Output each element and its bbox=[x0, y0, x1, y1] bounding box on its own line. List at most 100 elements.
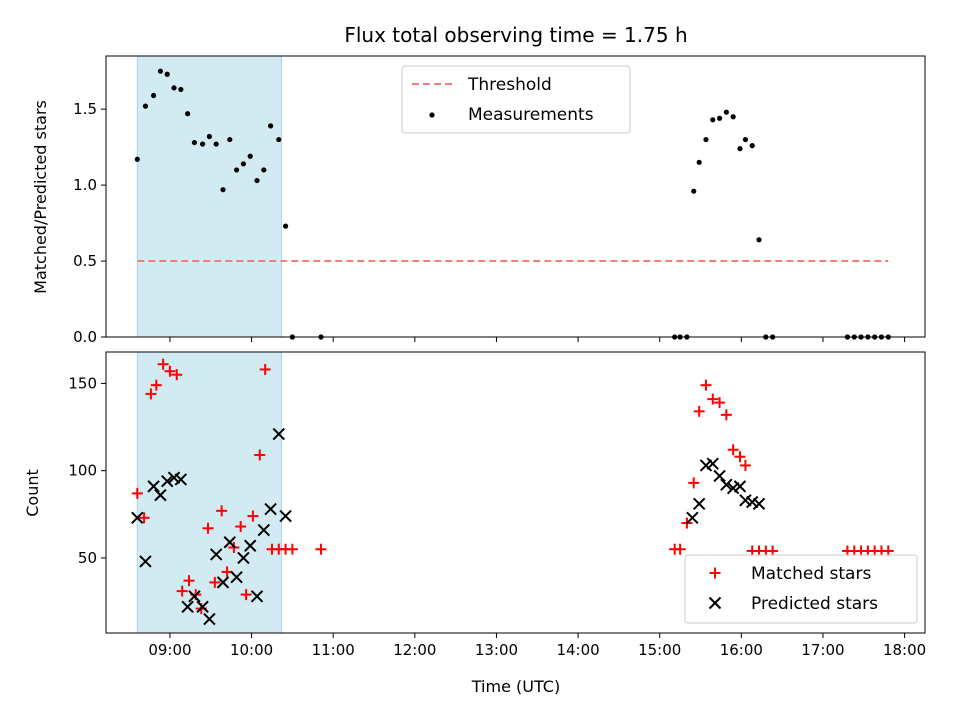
measurement-point bbox=[220, 187, 226, 193]
measurement-point bbox=[716, 115, 723, 121]
matched-star-point bbox=[150, 379, 162, 391]
bottom-y-tick-label: 150 bbox=[68, 374, 97, 392]
predicted-star-point bbox=[752, 497, 766, 511]
matched-star-point bbox=[734, 451, 746, 463]
predicted-star-point bbox=[250, 590, 264, 603]
matched-star-point bbox=[202, 522, 214, 534]
measurement-point bbox=[254, 177, 260, 184]
predicted-star-point bbox=[692, 497, 706, 511]
x-tick-label: 14:00 bbox=[556, 641, 599, 659]
matched-star-point bbox=[157, 358, 169, 370]
measurement-point bbox=[723, 109, 729, 115]
measurement-point bbox=[191, 139, 198, 146]
measurement-point bbox=[268, 123, 274, 129]
top-y-tick-label: 0.0 bbox=[73, 328, 97, 346]
measurement-point bbox=[142, 103, 149, 109]
predicted-star-point bbox=[223, 536, 237, 549]
top-y-tick-label: 1.0 bbox=[73, 176, 97, 194]
x-tick-label: 09:00 bbox=[148, 641, 191, 659]
matched-star-point bbox=[254, 449, 266, 461]
highlight-span bbox=[136, 55, 282, 338]
matched-star-point bbox=[727, 444, 739, 456]
measurement-point bbox=[737, 146, 743, 152]
matched-star-point bbox=[145, 388, 157, 400]
matched-star-point bbox=[176, 585, 188, 597]
chart-title: Flux total observing time = 1.75 h bbox=[344, 23, 687, 47]
predicted-star-point bbox=[230, 570, 243, 584]
predicted-star-point bbox=[733, 480, 747, 493]
measurement-point bbox=[213, 141, 219, 147]
measurement-point bbox=[134, 156, 140, 162]
matched-star-point bbox=[131, 487, 143, 499]
predicted-star-point bbox=[188, 590, 201, 603]
measurement-point bbox=[703, 136, 709, 143]
x-tick-label: 13:00 bbox=[475, 641, 518, 659]
bottom-y-axis-label: Count bbox=[23, 469, 42, 517]
top-legend: Threshold Measurements bbox=[401, 65, 631, 134]
predicted-star-point bbox=[216, 576, 230, 589]
predicted-star-point bbox=[257, 523, 271, 537]
predicted-star-point bbox=[272, 427, 285, 441]
predicted-star-point bbox=[237, 551, 250, 565]
legend-predicted-marker bbox=[708, 596, 722, 610]
predicted-star-point bbox=[196, 600, 209, 614]
measurement-point bbox=[276, 136, 282, 143]
predicted-star-point bbox=[264, 502, 277, 516]
x-tick-label: 17:00 bbox=[801, 641, 844, 659]
top-y-tick-label: 0.5 bbox=[73, 252, 97, 270]
measurement-point bbox=[756, 237, 762, 243]
matched-star-point bbox=[240, 589, 252, 601]
top-axes: 0.0 0.5 1.0 1.5 Matched/Predicted stars Thr… bbox=[31, 55, 926, 346]
matched-star-point bbox=[720, 409, 732, 421]
measurement-point bbox=[151, 92, 157, 99]
matched-star-point bbox=[216, 505, 228, 517]
legend-measurements-swatch bbox=[429, 112, 435, 118]
measurement-point bbox=[185, 111, 191, 117]
x-axis-label: Time (UTC) bbox=[471, 677, 560, 696]
predicted-star-point bbox=[713, 469, 726, 483]
predicted-star-point bbox=[209, 548, 223, 561]
measurement-point bbox=[749, 143, 755, 149]
x-tick-label: 11:00 bbox=[312, 641, 355, 659]
x-tick-label: 16:00 bbox=[720, 641, 763, 659]
measurement-point bbox=[234, 167, 240, 173]
measurement-point bbox=[730, 114, 736, 120]
matched-star-point bbox=[693, 405, 705, 417]
bottom-legend: Matched stars Predicted stars bbox=[684, 554, 918, 624]
measurement-point bbox=[696, 159, 702, 165]
matched-star-point bbox=[221, 566, 233, 578]
measurement-point bbox=[282, 223, 289, 229]
predicted-star-point bbox=[244, 539, 257, 552]
legend-matched-label: Matched stars bbox=[751, 564, 871, 584]
measurement-point bbox=[164, 71, 170, 77]
predicted-star-point bbox=[181, 600, 194, 614]
legend-measurements-label: Measurements bbox=[468, 105, 594, 125]
bottom-axes: 09:00 10:00 11:00 12:00 13:00 14:00 15:00 16:00… bbox=[23, 351, 926, 696]
predicted-star-point bbox=[131, 511, 144, 525]
legend-matched-swatch bbox=[709, 567, 721, 579]
measurement-point bbox=[171, 85, 177, 91]
x-tick-label: 10:00 bbox=[230, 641, 273, 659]
measurement-point bbox=[240, 161, 247, 167]
predicted-star-point bbox=[706, 457, 719, 470]
measurement-point bbox=[178, 86, 184, 93]
predicted-star-point bbox=[686, 511, 699, 525]
matched-star-point bbox=[164, 365, 176, 377]
bottom-y-tick-label: 100 bbox=[68, 462, 97, 480]
top-y-axis-label: Matched/Predicted stars bbox=[31, 100, 50, 294]
bottom-y-tick-label: 50 bbox=[78, 549, 97, 567]
measurement-point bbox=[199, 141, 206, 147]
x-tick-label: 12:00 bbox=[393, 641, 436, 659]
matched-star-point bbox=[138, 512, 150, 524]
measurement-point bbox=[742, 136, 749, 143]
x-tick-label: 18:00 bbox=[883, 641, 926, 659]
legend-matched-marker bbox=[709, 567, 721, 579]
predicted-star-point bbox=[203, 612, 216, 626]
matched-star-point bbox=[286, 543, 298, 555]
legend-predicted-swatch bbox=[708, 596, 722, 610]
bottom-axes-frame bbox=[105, 351, 926, 634]
matched-star-point bbox=[700, 379, 712, 391]
predicted-star-point bbox=[279, 509, 292, 523]
matched-star-point bbox=[714, 397, 726, 409]
